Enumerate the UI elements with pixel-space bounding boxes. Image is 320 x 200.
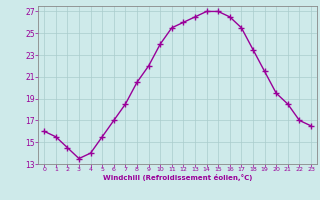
X-axis label: Windchill (Refroidissement éolien,°C): Windchill (Refroidissement éolien,°C) bbox=[103, 174, 252, 181]
